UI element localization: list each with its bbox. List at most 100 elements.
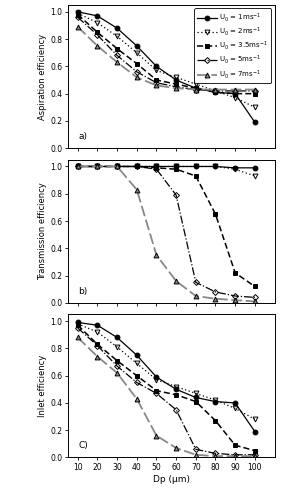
U$_0$ = 1ms$^{-1}$ [233,165,237,171]
U$_0$ = 2ms$^{-1}$ [253,416,256,422]
U$_0$ = 2ms$^{-1}$ [233,166,237,172]
U$_0$ = 7ms$^{-1}$ [96,43,99,49]
U$_0$ = 2ms$^{-1}$ [253,173,256,179]
U$_0$ = 7ms$^{-1}$ [233,453,237,459]
U$_0$ = 2ms$^{-1}$ [96,164,99,170]
U$_0$ = 5ms$^{-1}$ [76,325,80,331]
Y-axis label: Transmission efficiency: Transmission efficiency [38,182,48,280]
U$_0$ = 1ms$^{-1}$ [233,400,237,406]
U$_0$ = 7ms$^{-1}$ [155,252,158,258]
U$_0$ = 1ms$^{-1}$ [135,164,138,170]
Line: U$_0$ = 2ms$^{-1}$: U$_0$ = 2ms$^{-1}$ [75,322,257,422]
U$_0$ = 7ms$^{-1}$ [174,85,178,91]
U$_0$ = 1ms$^{-1}$ [96,13,99,19]
U$_0$ = 1ms$^{-1}$ [135,43,138,49]
U$_0$ = 7ms$^{-1}$ [115,60,119,66]
U$_0$ = 1ms$^{-1}$ [135,352,138,358]
U$_0$ = 3.5ms$^{-1}$ [115,358,119,364]
U$_0$ = 2ms$^{-1}$ [115,344,119,350]
U$_0$ = 3.5ms$^{-1}$ [96,30,99,36]
U$_0$ = 3.5ms$^{-1}$ [214,418,217,424]
U$_0$ = 1ms$^{-1}$ [76,9,80,15]
U$_0$ = 3.5ms$^{-1}$ [135,60,138,66]
U$_0$ = 2ms$^{-1}$ [214,397,217,403]
U$_0$ = 1ms$^{-1}$ [96,322,99,328]
U$_0$ = 2ms$^{-1}$ [214,164,217,170]
U$_0$ = 5ms$^{-1}$ [253,452,256,458]
U$_0$ = 5ms$^{-1}$ [76,164,80,170]
U$_0$ = 7ms$^{-1}$ [76,24,80,30]
U$_0$ = 5ms$^{-1}$ [253,294,256,300]
U$_0$ = 5ms$^{-1}$ [194,86,198,92]
Line: U$_0$ = 2ms$^{-1}$: U$_0$ = 2ms$^{-1}$ [75,11,257,110]
U$_0$ = 3.5ms$^{-1}$ [155,388,158,394]
U$_0$ = 3.5ms$^{-1}$ [135,372,138,378]
U$_0$ = 2ms$^{-1}$ [214,88,217,94]
Line: U$_0$ = 7ms$^{-1}$: U$_0$ = 7ms$^{-1}$ [75,335,257,458]
Line: U$_0$ = 5ms$^{-1}$: U$_0$ = 5ms$^{-1}$ [76,15,257,93]
U$_0$ = 2ms$^{-1}$ [76,321,80,327]
Legend: U$_0$ = 1ms$^{-1}$, U$_0$ = 2ms$^{-1}$, U$_0$ = 3.5ms$^{-1}$, U$_0$ = 5ms$^{-1}$: U$_0$ = 1ms$^{-1}$, U$_0$ = 2ms$^{-1}$, … [194,8,271,84]
U$_0$ = 5ms$^{-1}$ [214,289,217,295]
U$_0$ = 7ms$^{-1}$ [115,370,119,376]
U$_0$ = 7ms$^{-1}$ [253,453,256,459]
U$_0$ = 5ms$^{-1}$ [174,192,178,198]
Line: U$_0$ = 3.5ms$^{-1}$: U$_0$ = 3.5ms$^{-1}$ [75,323,257,453]
U$_0$ = 2ms$^{-1}$ [155,68,158,73]
U$_0$ = 7ms$^{-1}$ [214,453,217,459]
U$_0$ = 7ms$^{-1}$ [155,82,158,88]
U$_0$ = 1ms$^{-1}$ [155,64,158,70]
U$_0$ = 5ms$^{-1}$ [96,342,99,348]
U$_0$ = 5ms$^{-1}$ [76,14,80,20]
U$_0$ = 3.5ms$^{-1}$ [174,81,178,87]
U$_0$ = 7ms$^{-1}$ [174,445,178,451]
U$_0$ = 7ms$^{-1}$ [115,164,119,170]
U$_0$ = 3.5ms$^{-1}$ [115,46,119,52]
U$_0$ = 1ms$^{-1}$ [174,386,178,392]
U$_0$ = 5ms$^{-1}$ [135,380,138,386]
U$_0$ = 5ms$^{-1}$ [174,407,178,413]
U$_0$ = 2ms$^{-1}$ [194,390,198,396]
U$_0$ = 7ms$^{-1}$ [194,293,198,299]
U$_0$ = 1ms$^{-1}$ [253,120,256,126]
Line: U$_0$ = 5ms$^{-1}$: U$_0$ = 5ms$^{-1}$ [76,326,257,457]
U$_0$ = 7ms$^{-1}$ [174,278,178,284]
U$_0$ = 7ms$^{-1}$ [214,296,217,302]
U$_0$ = 3.5ms$^{-1}$ [194,173,198,179]
U$_0$ = 1ms$^{-1}$ [155,164,158,170]
U$_0$ = 1ms$^{-1}$ [115,334,119,340]
U$_0$ = 7ms$^{-1}$ [253,86,256,92]
U$_0$ = 5ms$^{-1}$ [155,390,158,396]
U$_0$ = 5ms$^{-1}$ [214,450,217,456]
U$_0$ = 1ms$^{-1}$ [194,85,198,91]
U$_0$ = 1ms$^{-1}$ [233,90,237,96]
U$_0$ = 3.5ms$^{-1}$ [96,164,99,170]
U$_0$ = 3.5ms$^{-1}$ [155,77,158,83]
U$_0$ = 1ms$^{-1}$ [253,428,256,434]
U$_0$ = 7ms$^{-1}$ [214,86,217,92]
U$_0$ = 1ms$^{-1}$ [115,25,119,31]
U$_0$ = 7ms$^{-1}$ [233,86,237,92]
U$_0$ = 7ms$^{-1}$ [76,164,80,170]
Line: U$_0$ = 5ms$^{-1}$: U$_0$ = 5ms$^{-1}$ [76,164,257,300]
Line: U$_0$ = 3.5ms$^{-1}$: U$_0$ = 3.5ms$^{-1}$ [75,164,257,289]
Line: U$_0$ = 1ms$^{-1}$: U$_0$ = 1ms$^{-1}$ [75,320,257,434]
U$_0$ = 7ms$^{-1}$ [233,297,237,303]
U$_0$ = 5ms$^{-1}$ [194,280,198,285]
U$_0$ = 2ms$^{-1}$ [76,164,80,170]
U$_0$ = 5ms$^{-1}$ [233,452,237,458]
U$_0$ = 2ms$^{-1}$ [135,50,138,56]
U$_0$ = 1ms$^{-1}$ [76,320,80,326]
U$_0$ = 2ms$^{-1}$ [135,360,138,366]
U$_0$ = 1ms$^{-1}$ [214,164,217,170]
U$_0$ = 7ms$^{-1}$ [253,298,256,304]
U$_0$ = 5ms$^{-1}$ [233,88,237,94]
X-axis label: Dp (μm): Dp (μm) [153,475,190,484]
Text: b): b) [78,286,87,296]
U$_0$ = 5ms$^{-1}$ [96,164,99,170]
U$_0$ = 3.5ms$^{-1}$ [76,322,80,328]
U$_0$ = 2ms$^{-1}$ [155,377,158,383]
U$_0$ = 2ms$^{-1}$ [233,94,237,100]
Y-axis label: Aspiration efficiency: Aspiration efficiency [38,34,48,120]
Line: U$_0$ = 3.5ms$^{-1}$: U$_0$ = 3.5ms$^{-1}$ [75,12,257,96]
